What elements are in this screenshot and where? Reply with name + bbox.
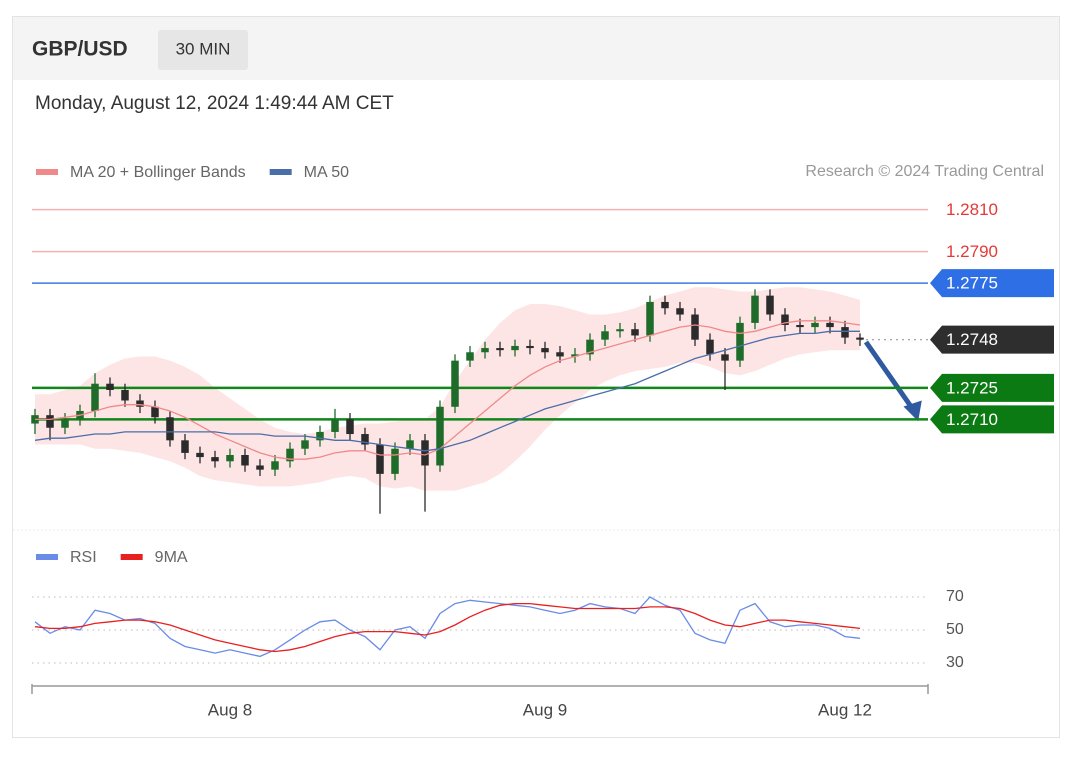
level-label: 1.2748	[946, 330, 998, 349]
forecast-arrow	[863, 340, 915, 410]
rsi-line	[34, 602, 861, 653]
candle-body	[826, 322, 834, 328]
legend-label: RSI	[70, 549, 97, 566]
candle-body	[631, 329, 639, 336]
candle-body	[46, 415, 54, 428]
candle-body	[676, 308, 684, 315]
candle-body	[481, 348, 489, 353]
candle-body	[136, 400, 144, 407]
candle-body	[496, 348, 504, 351]
level-tag	[930, 373, 1054, 402]
candle-body	[766, 295, 774, 315]
level-tag	[930, 405, 1054, 434]
level-label: 1.2725	[946, 378, 998, 397]
candle-body	[601, 331, 609, 340]
x-tick-label: Aug 8	[208, 700, 252, 719]
level-label: 1.2775	[946, 274, 998, 293]
candle-body	[511, 345, 519, 351]
candle-body	[196, 452, 204, 458]
timeframe: 30 MIN	[176, 39, 231, 58]
level-label: 1.2790	[946, 242, 998, 261]
candle-body	[286, 448, 294, 462]
y-tick-label: 30	[946, 654, 964, 671]
candle-body	[691, 314, 699, 340]
y-tick-label: 50	[946, 621, 964, 638]
bollinger-band	[35, 287, 860, 491]
y-tick-label: 70	[946, 588, 964, 605]
candle-body	[256, 465, 264, 470]
candle-body	[241, 455, 249, 466]
candle-body	[706, 339, 714, 355]
level-tag	[930, 325, 1054, 354]
candle-body	[556, 352, 564, 357]
legend-swatch	[36, 554, 58, 560]
candle-body	[571, 354, 579, 357]
timestamp: Monday, August 12, 2024 1:49:44 AM CET	[35, 93, 394, 114]
legend-swatch	[269, 169, 292, 175]
candle-body	[541, 348, 549, 353]
candle-body	[661, 301, 669, 309]
candle-body	[451, 360, 459, 407]
candle-body	[361, 434, 369, 445]
candle-body	[106, 383, 114, 390]
level-label: 1.2710	[946, 410, 998, 429]
candle-body	[151, 406, 159, 418]
candle-body	[121, 390, 129, 401]
candle-body	[646, 301, 654, 336]
credit: Research © 2024 Trading Central	[805, 163, 1044, 180]
symbol: GBP/USD	[32, 38, 128, 61]
ma-line	[35, 320, 861, 460]
candle-body	[301, 440, 309, 449]
candle-body	[736, 322, 744, 361]
candle-body	[841, 327, 849, 338]
candle-body	[181, 440, 189, 453]
legend-swatch	[36, 169, 58, 175]
legend-swatch	[120, 554, 143, 560]
candle-body	[796, 325, 804, 328]
x-tick-label: Aug 9	[523, 700, 567, 719]
candle-body	[616, 329, 624, 332]
rsi-line	[34, 596, 861, 658]
candle-body	[211, 457, 219, 462]
candle-body	[466, 352, 474, 361]
candle-body	[91, 383, 99, 411]
legend-label: 9MA	[155, 549, 188, 566]
candle-body	[811, 322, 819, 328]
legend-label: MA 20 + Bollinger Bands	[70, 164, 246, 181]
forecast-arrow-head	[903, 400, 922, 422]
x-tick-label: Aug 12	[818, 700, 872, 719]
level-label: 1.2810	[946, 200, 998, 219]
candle-body	[586, 339, 594, 355]
candle-body	[166, 417, 174, 441]
legend-label: MA 50	[304, 164, 349, 181]
candle-body	[781, 314, 789, 325]
candle-body	[271, 461, 279, 470]
candle-body	[721, 354, 729, 361]
candle-body	[61, 419, 69, 428]
candle-body	[526, 345, 534, 349]
candle-body	[331, 419, 339, 432]
candle-body	[226, 455, 234, 462]
candle-body	[436, 406, 444, 466]
level-tag	[930, 269, 1054, 298]
candle-body	[406, 440, 414, 449]
candle-body	[376, 444, 384, 474]
candle-body	[421, 440, 429, 466]
timeframe-box	[158, 30, 248, 70]
ma-line	[34, 330, 860, 452]
candle-body	[346, 419, 354, 435]
candle-body	[391, 448, 399, 474]
candle-body	[316, 431, 324, 441]
candle-body	[856, 337, 864, 340]
candle-body	[751, 295, 759, 323]
